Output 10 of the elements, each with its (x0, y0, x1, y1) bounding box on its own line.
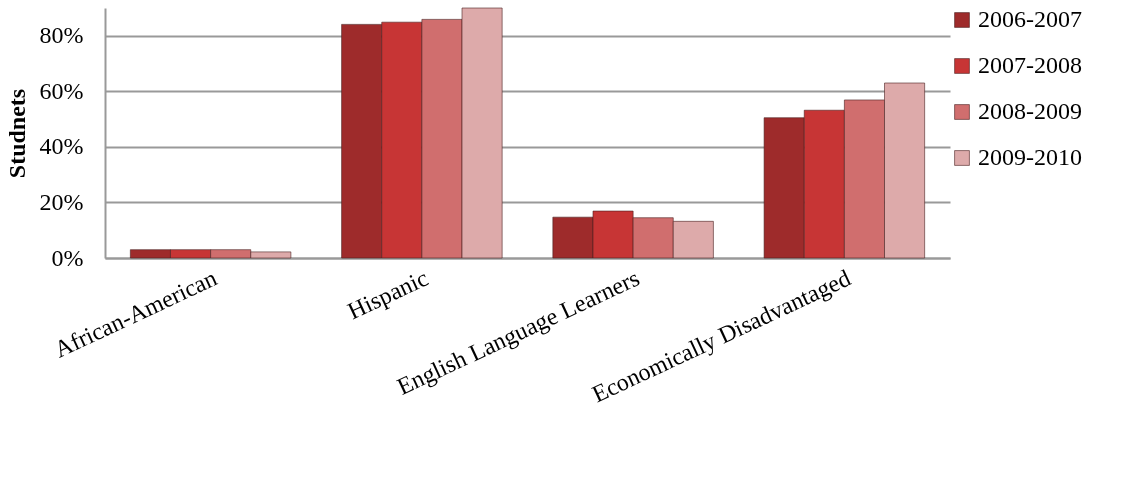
legend-label: 2009-2010 (978, 144, 1082, 170)
y-tick-label: 60% (39, 77, 84, 104)
y-tick-label: 0% (51, 244, 84, 271)
y-tick-label: 20% (39, 188, 84, 215)
y-axis-title: Studnets (3, 88, 30, 179)
legend-label: 2008-2009 (978, 98, 1082, 124)
y-tick-label: 80% (39, 22, 84, 49)
y-tick-label: 40% (39, 133, 84, 160)
legend-label: 2006-2007 (978, 6, 1082, 32)
legend-label: 2007-2008 (978, 52, 1082, 78)
